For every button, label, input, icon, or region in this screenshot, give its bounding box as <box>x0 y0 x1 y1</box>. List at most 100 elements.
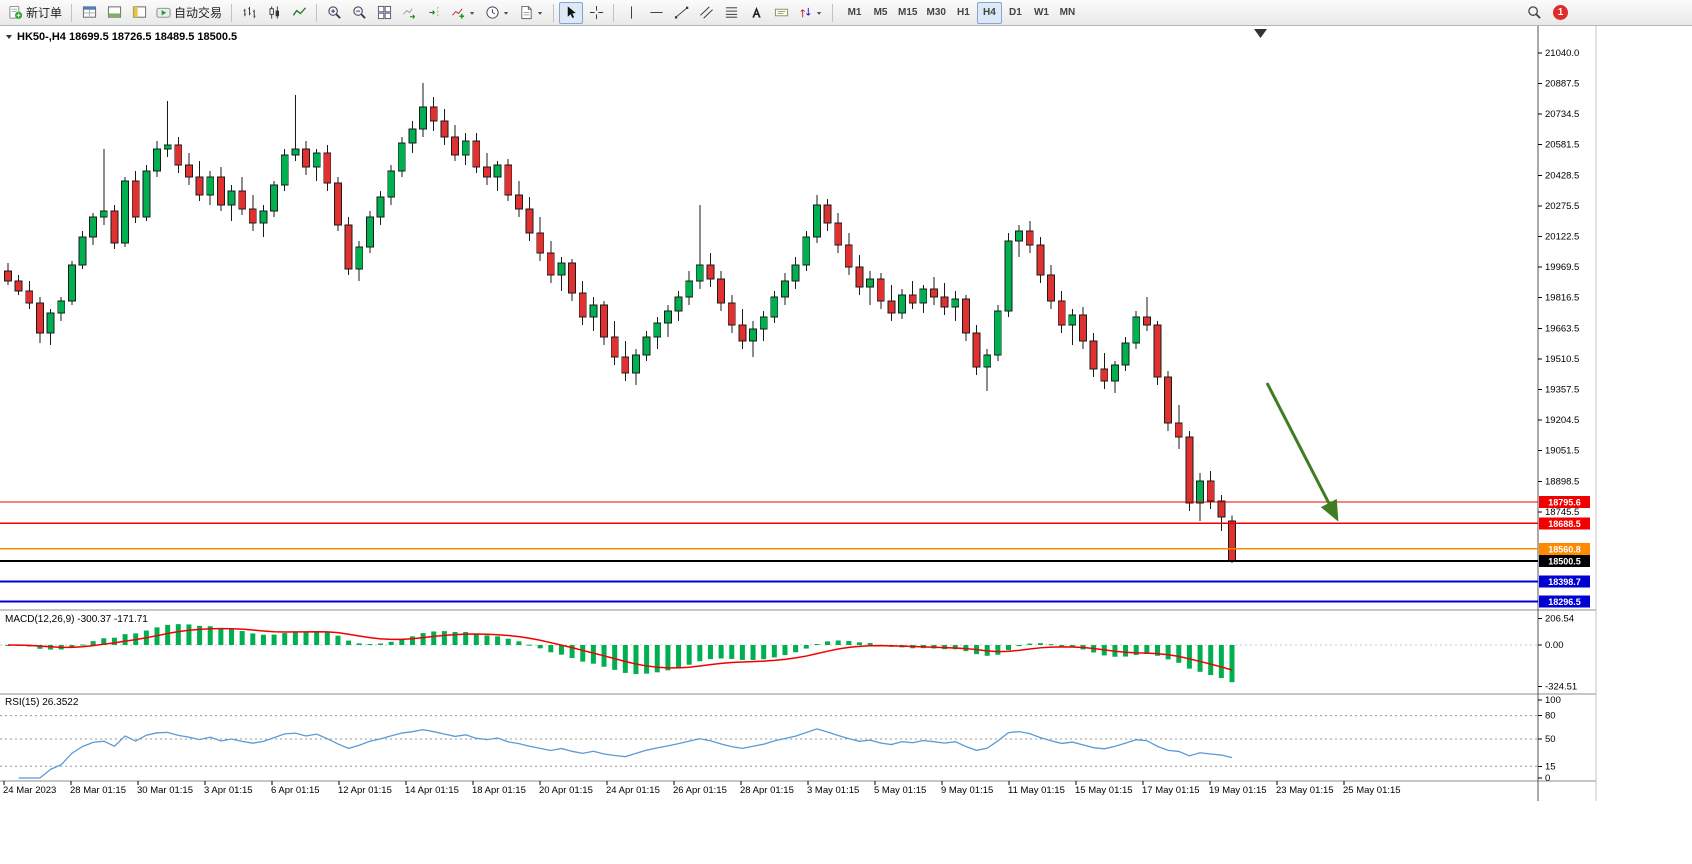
indicators-button[interactable] <box>447 2 480 24</box>
svg-text:12 Apr 01:15: 12 Apr 01:15 <box>338 785 392 796</box>
template-icon <box>519 5 534 20</box>
auto-scroll-button[interactable] <box>397 2 421 24</box>
timeframe-button-h4[interactable]: H4 <box>976 1 1002 24</box>
terminal-icon <box>107 5 122 20</box>
price-levels[interactable]: 18795.6 18688.5 18560.8 18500.5 18398.7 18296… <box>0 495 1590 608</box>
horizontal-line-icon <box>649 5 664 20</box>
candles <box>4 83 1236 564</box>
search-icon <box>1527 5 1542 20</box>
svg-text:5 May 01:15: 5 May 01:15 <box>874 785 926 796</box>
svg-text:3 May 01:15: 3 May 01:15 <box>807 785 859 796</box>
svg-text:20734.5: 20734.5 <box>1545 109 1579 120</box>
timeframe-button-m5[interactable]: M5 <box>868 2 893 24</box>
new-order-icon <box>8 5 23 20</box>
indicators-icon <box>451 5 466 20</box>
timeframe-button-d1[interactable]: D1 <box>1003 2 1028 24</box>
svg-text:14 Apr 01:15: 14 Apr 01:15 <box>405 785 459 796</box>
line-chart-icon <box>292 5 307 20</box>
svg-text:20887.5: 20887.5 <box>1545 79 1579 90</box>
svg-text:20428.5: 20428.5 <box>1545 170 1579 181</box>
vertical-line-button[interactable] <box>619 2 643 24</box>
chart-frame <box>0 26 1597 801</box>
svg-text:0: 0 <box>1545 773 1550 784</box>
zoom-in-button[interactable] <box>322 2 346 24</box>
svg-text:24 Apr 01:15: 24 Apr 01:15 <box>606 785 660 796</box>
timeframe-group: M1 M5 M15 M30 H1 H4 D1 W1 MN <box>842 1 1080 24</box>
periods-button[interactable] <box>481 2 514 24</box>
svg-text:0.00: 0.00 <box>1545 640 1564 651</box>
timeframe-button-mn[interactable]: MN <box>1055 2 1080 24</box>
text-icon <box>749 5 764 20</box>
svg-text:18795.6: 18795.6 <box>1548 497 1581 507</box>
search-button[interactable] <box>1522 2 1546 24</box>
svg-text:19816.5: 19816.5 <box>1545 293 1579 304</box>
timeframe-button-m15[interactable]: M15 <box>894 2 921 24</box>
line-chart-button[interactable] <box>287 2 311 24</box>
svg-text:20 Apr 01:15: 20 Apr 01:15 <box>539 785 593 796</box>
trend-arrow-annotation[interactable] <box>1265 382 1339 522</box>
auto-scroll-icon <box>402 5 417 20</box>
new-order-label: 新订单 <box>26 6 63 20</box>
zoom-out-button[interactable] <box>347 2 371 24</box>
fibonacci-button[interactable] <box>719 2 743 24</box>
navigator-button[interactable] <box>127 2 151 24</box>
autotrading-button[interactable]: 自动交易 <box>152 2 226 24</box>
svg-text:9 May 01:15: 9 May 01:15 <box>941 785 993 796</box>
tile-windows-button[interactable] <box>372 2 396 24</box>
timeframe-button-m30[interactable]: M30 <box>922 2 949 24</box>
bar-chart-button[interactable] <box>237 2 261 24</box>
svg-text:20581.5: 20581.5 <box>1545 140 1579 151</box>
svg-text:26 Apr 01:15: 26 Apr 01:15 <box>673 785 727 796</box>
timeframe-button-m1[interactable]: M1 <box>842 2 867 24</box>
notification-badge[interactable]: 1 <box>1553 5 1568 20</box>
templates-button[interactable] <box>515 2 548 24</box>
candlestick-chart-icon <box>267 5 282 20</box>
svg-text:19510.5: 19510.5 <box>1545 354 1579 365</box>
svg-text:18500.5: 18500.5 <box>1548 556 1581 566</box>
cursor-icon <box>564 5 579 20</box>
trendline-button[interactable] <box>669 2 693 24</box>
rsi-indicator: 100 80 50 150 <box>0 695 1561 784</box>
svg-text:206.54: 206.54 <box>1545 614 1574 625</box>
svg-text:80: 80 <box>1545 711 1556 722</box>
svg-text:20275.5: 20275.5 <box>1545 201 1579 212</box>
svg-text:19969.5: 19969.5 <box>1545 262 1579 273</box>
svg-text:23 May 01:15: 23 May 01:15 <box>1276 785 1334 796</box>
fibonacci-icon <box>724 5 739 20</box>
chart-window[interactable]: 18795.6 18688.5 18560.8 18500.5 18398.7 18296… <box>0 26 1692 864</box>
svg-text:100: 100 <box>1545 695 1561 706</box>
timeframe-button-w1[interactable]: W1 <box>1029 2 1054 24</box>
svg-text:19663.5: 19663.5 <box>1545 323 1579 334</box>
svg-text:18 Apr 01:15: 18 Apr 01:15 <box>472 785 526 796</box>
cursor-button[interactable] <box>559 1 584 24</box>
horizontal-line-button[interactable] <box>644 2 668 24</box>
channel-button[interactable] <box>694 2 718 24</box>
chart-canvas[interactable]: 18795.6 18688.5 18560.8 18500.5 18398.7 18296… <box>0 26 1692 864</box>
text-button[interactable] <box>744 2 768 24</box>
svg-text:25 May 01:15: 25 May 01:15 <box>1343 785 1401 796</box>
chevron-down-icon <box>469 6 476 20</box>
market-watch-icon <box>82 5 97 20</box>
svg-text:50: 50 <box>1545 734 1556 745</box>
market-watch-button[interactable] <box>77 2 101 24</box>
terminal-button[interactable] <box>102 2 126 24</box>
svg-text:18745.5: 18745.5 <box>1545 507 1579 518</box>
candlestick-chart-button[interactable] <box>262 2 286 24</box>
new-order-button[interactable]: 新订单 <box>4 2 66 24</box>
crosshair-button[interactable] <box>584 2 608 24</box>
price-axis: 21040.0 20887.5 20734.5 20581.5 20428.5 20275… <box>1538 48 1579 518</box>
chart-shift-marker <box>1254 29 1267 38</box>
timeframe-button-h1[interactable]: H1 <box>951 2 976 24</box>
toolbar-divider <box>832 3 834 22</box>
svg-text:18398.7: 18398.7 <box>1548 577 1581 587</box>
arrows-button[interactable] <box>794 2 827 24</box>
svg-text:15: 15 <box>1545 761 1556 772</box>
svg-text:30 Mar 01:15: 30 Mar 01:15 <box>137 785 193 796</box>
svg-text:19 May 01:15: 19 May 01:15 <box>1209 785 1267 796</box>
time-axis: 24 Mar 2023 28 Mar 01:15 30 Mar 01:15 3 Apr… <box>3 781 1401 796</box>
text-label-button[interactable] <box>769 2 793 24</box>
clock-icon <box>485 5 500 20</box>
autotrading-label: 自动交易 <box>174 6 223 20</box>
toolbar-right-group: 1 <box>1522 2 1568 24</box>
chart-shift-button[interactable] <box>422 2 446 24</box>
